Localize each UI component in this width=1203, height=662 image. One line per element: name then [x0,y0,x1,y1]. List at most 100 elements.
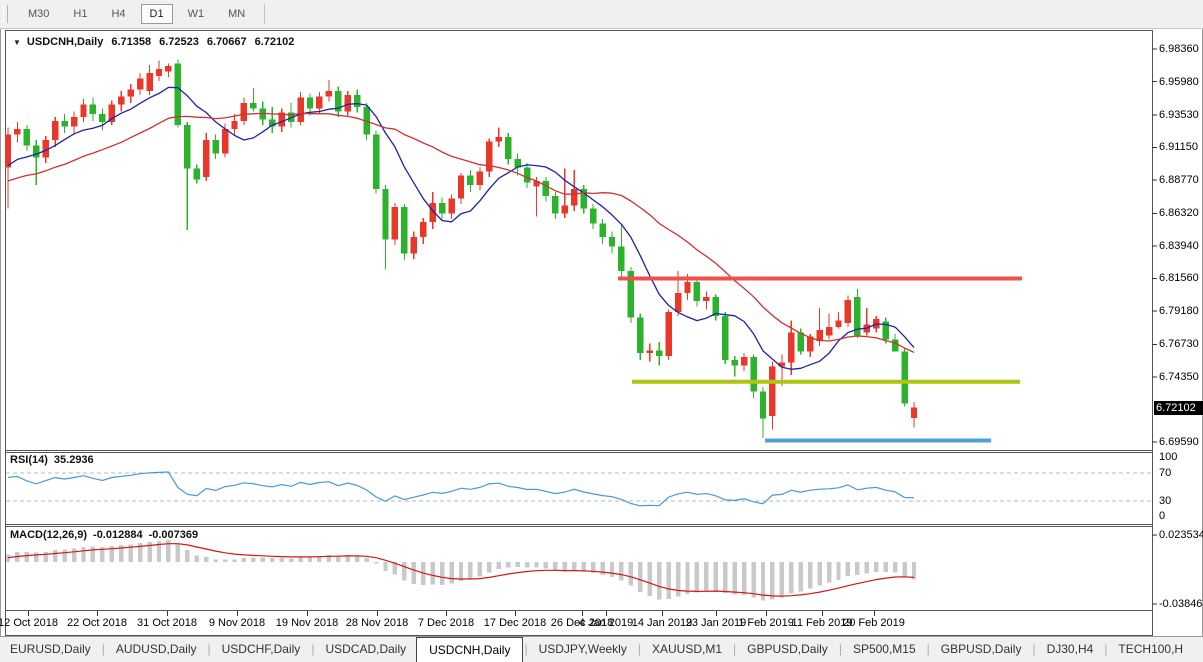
macd-bar [600,562,605,576]
timeframe-button-h4[interactable]: H4 [111,8,126,20]
candle-body [486,141,493,172]
candle-body [297,97,304,123]
candle-body [42,139,49,158]
macd-bar [543,562,549,569]
macd-bar [100,546,105,562]
macd-bar [647,562,652,597]
candle-body [891,339,899,352]
candle-body [202,139,210,177]
candle-body [476,171,484,186]
candle-body [797,332,804,352]
rsi-indicator-label: RSI(14) 35.2936 [10,454,94,466]
macd-bar [458,562,464,581]
chart-frame [5,30,1153,636]
macd-bar [203,557,209,562]
candle-body [589,208,597,224]
candle-body [504,137,512,160]
macd-bar [71,548,77,562]
candle-body [165,66,172,72]
macd-bar [166,540,171,562]
tab-gbpusd-daily[interactable]: GBPUSD,Daily [940,642,1022,656]
candle-body [637,317,644,354]
macd-bar [534,562,539,568]
candle-body [693,282,701,302]
candle-body [731,359,738,366]
macd-bar [609,562,615,578]
tab-separator: | [838,642,842,656]
timeframe-button-m30[interactable]: M30 [28,8,50,20]
candle-body [523,167,531,183]
macd-bar [5,554,11,562]
candle-body [712,297,720,317]
candle-body [70,116,78,127]
candle-body [722,316,729,360]
candle-body [533,180,540,187]
tab-gbpusd-daily[interactable]: GBPUSD,Daily [747,642,828,656]
macd-bar [411,562,417,584]
macd-bar [288,558,294,562]
tab-dj30-h4[interactable]: DJ30,H4 [1046,642,1094,656]
macd-bar [43,551,48,562]
candle-body [89,104,97,115]
macd-bar [477,562,483,577]
candle-body [618,246,625,272]
macd-bar [147,541,152,562]
candle-body [552,195,559,214]
timeframe-button-h1[interactable]: H1 [73,8,88,20]
chart-symbol-title: USDCNH,Daily [26,36,104,48]
macd-bar [751,562,756,598]
candle-body [306,97,314,109]
macd-bar [15,552,20,562]
macd-bar [90,546,96,562]
candle-body [778,362,786,367]
macd-bar [741,562,747,596]
candle-body [108,104,116,123]
tab-eurusd-daily[interactable]: EURUSD,Daily [10,642,91,656]
tab-scroll-controls: ◂▸ [1193,637,1203,662]
tab-tech100-h[interactable]: TECH100,H [1118,642,1184,656]
macd-bar [232,559,237,562]
macd-bar [326,554,332,562]
tab-usdchf-daily[interactable]: USDCHF,Daily [221,642,301,656]
tab-audusd-daily[interactable]: AUDUSD,Daily [115,642,197,656]
tab-usdjpy-weekly[interactable]: USDJPY,Weekly [538,642,627,656]
candle-body [580,189,587,209]
candle-body [335,90,342,112]
macd-bar [373,562,379,564]
ma-line-8 [7,86,915,370]
macd-bar [62,549,67,562]
macd-bar [883,562,888,572]
macd-bar [496,562,501,569]
tab-usdcad-daily[interactable]: USDCAD,Daily [325,642,407,656]
macd-bar [789,562,794,594]
toolbar-grip-icon[interactable] [3,5,8,23]
tab-separator: | [637,642,641,656]
candle-body [825,327,833,336]
tab-separator: | [101,642,105,656]
macd-bar [468,562,473,580]
rsi-name: RSI(14) [10,454,48,466]
macd-bar [911,562,917,580]
candle-body [429,202,436,222]
candle-body [99,114,106,123]
tab-xauusd-m1[interactable]: XAUUSD,M1 [651,642,722,656]
macd-bar [704,562,709,591]
candle-body [410,236,418,254]
tab-usdcnh-daily[interactable]: USDCNH,Daily [416,637,524,662]
candle-body [703,297,710,302]
candle-body [420,221,427,237]
macd-bar [175,543,181,562]
macd-bar [137,542,143,562]
timeframe-button-mn[interactable]: MN [228,8,246,20]
macd-bar [826,562,832,583]
timeframe-button-d1[interactable]: D1 [140,4,173,24]
candle-body [118,96,125,105]
tab-separator: | [1104,642,1108,656]
candle-body [353,94,361,108]
tab-sp500-m15[interactable]: SP500,M15 [852,642,916,656]
candle-body [514,159,521,168]
timeframe-button-w1[interactable]: W1 [187,8,205,20]
candle-body [127,89,134,97]
